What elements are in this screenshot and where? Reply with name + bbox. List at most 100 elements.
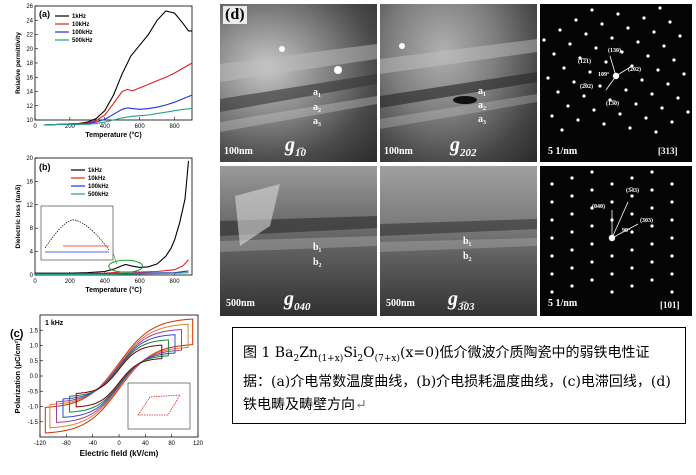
diffraction-spot — [590, 188, 594, 192]
diffraction-spot — [570, 176, 574, 180]
diffraction-spot — [590, 170, 594, 174]
reciprocal-vector — [605, 75, 617, 91]
diffraction-spot — [582, 94, 586, 98]
series-line-10kHz — [43, 62, 193, 126]
diffraction-spot — [610, 182, 614, 186]
panel-b-label: (b) — [39, 162, 51, 172]
diffraction-spot — [658, 6, 662, 10]
inset-frame — [40, 205, 114, 261]
highlight-connector — [112, 252, 118, 265]
reciprocal-vector — [611, 201, 629, 239]
diffraction-spot — [670, 236, 674, 240]
diffraction-spot — [686, 110, 690, 114]
y-tick-label: 10 — [26, 118, 33, 124]
diffraction-spot — [560, 128, 564, 132]
legend-label: 500kHz — [72, 38, 93, 44]
diffraction-spot — [644, 116, 648, 120]
diffraction-spot — [670, 120, 674, 124]
diffraction-spot — [670, 272, 674, 276]
panel-c-label: (c) — [10, 328, 24, 340]
diffraction-spot — [578, 56, 582, 60]
tem-image-2: a₁ a₂ a₃ 100nm g202 — [380, 4, 537, 162]
tem-image-4: b₁ b₂ 500nm g3̅03 — [380, 166, 537, 316]
diffraction-spot — [568, 42, 572, 46]
domain-stripes — [220, 44, 377, 132]
g-vector-label: g040 — [284, 288, 311, 313]
zone-axis-label: [313] — [658, 146, 678, 156]
panel-a-label: (a) — [39, 9, 50, 19]
diffraction-spot — [650, 260, 654, 264]
diffraction-spot — [650, 278, 654, 282]
diffraction-spot — [650, 188, 654, 192]
legend-label: 100kHz — [88, 184, 109, 190]
legend-label: 500kHz — [88, 192, 109, 198]
x-tick-label: 200 — [65, 279, 76, 285]
diffraction-spot — [610, 200, 614, 204]
diffraction-spot — [630, 230, 634, 234]
series-line-500kHz — [43, 108, 193, 126]
y-tick-label: 20 — [26, 47, 33, 53]
diffraction-spot — [556, 90, 560, 94]
frequency-note: 1 kHz — [45, 320, 64, 327]
diffraction-spot — [634, 102, 638, 106]
caption-text: Zn — [299, 345, 318, 361]
y-tick-label: 4 — [30, 250, 34, 256]
y-tick-label: 0.0 — [30, 374, 39, 380]
spot-label: (1̅2̅1) — [578, 59, 591, 65]
y-tick-label: 26 — [26, 4, 33, 10]
scale-bar-label: 100nm — [384, 146, 413, 157]
diffraction-spot — [670, 254, 674, 258]
diffraction-spot — [570, 230, 574, 234]
diffraction-spot — [630, 194, 634, 198]
saed-pattern-1: (130) (1̅2̅1) (202) (2̅02) (1̅3̅0) 109° … — [540, 4, 692, 162]
spot-label: (130) — [608, 48, 621, 54]
x-tick-label: -120 — [34, 441, 47, 447]
diffraction-spot — [646, 54, 650, 58]
marker-1: b₁ — [313, 242, 322, 253]
domain-bands — [220, 184, 377, 252]
angle-label: 109° — [598, 72, 610, 78]
y-tick-label: -1.5 — [28, 420, 39, 426]
y-tick-label: 24 — [26, 18, 33, 24]
diffraction-spot — [558, 28, 562, 32]
diffraction-spot — [670, 290, 674, 294]
spot-label: (1̅3̅0) — [606, 101, 619, 107]
series-line-10kHz — [35, 259, 189, 275]
diffraction-spot — [670, 218, 674, 222]
diffraction-spot — [550, 236, 554, 240]
diffraction-spot — [610, 272, 614, 276]
diffraction-spot — [650, 206, 654, 210]
caption-sub: (1+x) — [317, 353, 344, 364]
diffraction-spot — [604, 60, 608, 64]
series-line-1kHz — [35, 160, 190, 274]
g-vector-label: g3̅03 — [448, 288, 475, 313]
marker-1: b₁ — [463, 236, 472, 247]
panel-a-chart: 0 200 400 600 800 10 12 14 16 18 20 22 24 26 Temperatu… — [0, 0, 200, 148]
plot-frame — [34, 5, 193, 121]
diffraction-spot — [624, 88, 628, 92]
diffraction-spot — [650, 170, 654, 174]
x-tick-label: -80 — [62, 441, 71, 447]
diffraction-spot — [590, 278, 594, 282]
permittivity-chart: 0 200 400 600 800 10 12 14 16 18 20 22 24 26 Temperatu… — [15, 4, 193, 139]
diffraction-spot — [670, 200, 674, 204]
diffraction-spots — [550, 170, 674, 294]
panel-c-chart: -120 -80 -40 0 40 80 120 -1.5 -1.0 -0.5 0.0 0.5 1.0 1… — [0, 305, 205, 470]
reciprocal-vector — [609, 55, 617, 77]
zone-axis-label: [101] — [660, 300, 680, 310]
x-axis-label: Electric field (kV/cm) — [80, 449, 159, 458]
diffraction-spot — [616, 12, 620, 16]
diffraction-spot — [550, 114, 554, 118]
y-axis-label: Dielectric loss (tanδ) — [15, 185, 22, 249]
x-tick-label: 400 — [100, 279, 111, 285]
diffraction-spot — [666, 82, 670, 86]
diffraction-spot — [572, 80, 576, 84]
y-tick-label: -1.0 — [28, 405, 39, 411]
caption-sub: 2 — [357, 353, 364, 364]
series-line-500kHz — [35, 272, 189, 275]
g-vector-label: g1̅0 — [285, 134, 306, 159]
domain-bands — [380, 219, 537, 252]
inset-curve — [44, 219, 110, 251]
panel-d-images: (d) a₁ a₂ a₃ 100nm g1̅0 a₁ a₂ a₃ 100nm g… — [220, 4, 692, 316]
marker-2: a₂ — [313, 102, 321, 113]
